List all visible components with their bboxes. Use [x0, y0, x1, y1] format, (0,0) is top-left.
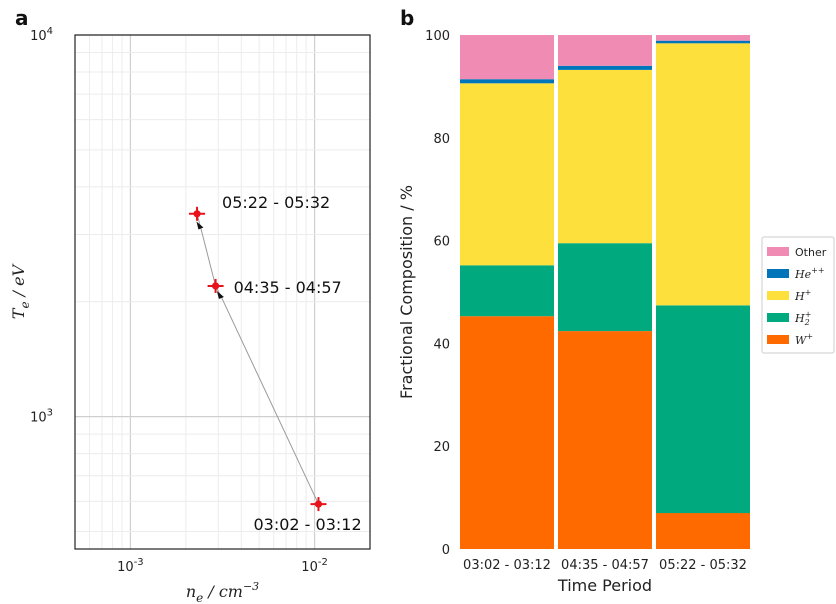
legend-entry: He++	[794, 266, 825, 281]
data-point	[207, 278, 224, 293]
x-tick-label: 10-2	[301, 557, 328, 575]
y-tick-label: 40	[433, 337, 450, 352]
data-point	[310, 497, 327, 512]
y-tick-label: 104	[30, 26, 53, 44]
legend: Other He++ H+ H2+ W+	[761, 236, 835, 354]
legend-box	[761, 236, 835, 354]
y-tick-label: 60	[433, 235, 450, 250]
y-tick-label: 100	[425, 29, 450, 44]
panel-b-stacked-bar: 03:02 - 03:12 04:35 - 04:57 05:22 - 05:32 0…	[397, 29, 750, 595]
point-annotation: 05:22 - 05:32	[222, 193, 330, 212]
y-tick-label: 20	[433, 440, 450, 455]
y-tick-label: 0	[442, 543, 450, 558]
y-tick-label: 103	[30, 408, 53, 426]
legend-entry: H+	[794, 288, 811, 303]
legend-entry: Other	[795, 246, 827, 259]
point-marker	[193, 210, 201, 218]
point-marker	[211, 282, 220, 290]
point-annotation: 03:02 - 03:12	[253, 515, 361, 534]
y-axis-label: Te / eV	[9, 263, 32, 319]
legend-entry: W+	[795, 332, 813, 347]
y-axis-title: Fractional Composition / %	[397, 185, 416, 399]
panel-a-frame	[74, 34, 371, 550]
trend-line	[196, 213, 319, 505]
point-annotation: 04:35 - 04:57	[234, 278, 342, 297]
bar-segment	[656, 43, 750, 306]
legend-entry: H2+	[794, 310, 811, 327]
direction-arrow-icon	[216, 291, 224, 300]
panel-a-scatter: 10-3 10-2 103 104 ne / cm−3 Te / eV 03:02 - 03…	[9, 26, 371, 604]
data-point	[189, 206, 206, 221]
legend-swatch	[767, 313, 789, 322]
x-axis-label: ne / cm−3	[186, 580, 259, 604]
legend-swatch	[767, 291, 789, 300]
panel-a-label: a	[15, 6, 29, 30]
x-category-label: 03:02 - 03:12	[463, 558, 551, 573]
bar-segment	[558, 331, 652, 549]
bar-segment	[656, 35, 750, 41]
bar-segment	[460, 83, 554, 266]
bar-segment	[656, 513, 750, 549]
x-category-label: 05:22 - 05:32	[659, 558, 747, 573]
bar-segment	[558, 70, 652, 244]
y-tick-label: 80	[433, 132, 450, 147]
legend-swatch	[767, 269, 789, 278]
bar-segment	[460, 316, 554, 549]
x-tick-label: 10-3	[117, 557, 144, 575]
panel-b-label: b	[400, 6, 414, 30]
bar-segment	[656, 40, 750, 44]
x-axis-title: Time Period	[557, 576, 652, 595]
legend-swatch	[767, 247, 789, 256]
point-marker	[314, 500, 323, 508]
bar-segment	[558, 35, 652, 66]
x-category-label: 04:35 - 04:57	[561, 558, 649, 573]
bar-segment	[460, 35, 554, 80]
bar-segment	[558, 65, 652, 70]
bar-segment	[460, 265, 554, 317]
bar-segment	[656, 305, 750, 514]
legend-swatch	[767, 335, 789, 344]
bar-segment	[460, 79, 554, 84]
bar-segment	[558, 243, 652, 332]
direction-arrow-icon	[196, 221, 204, 230]
